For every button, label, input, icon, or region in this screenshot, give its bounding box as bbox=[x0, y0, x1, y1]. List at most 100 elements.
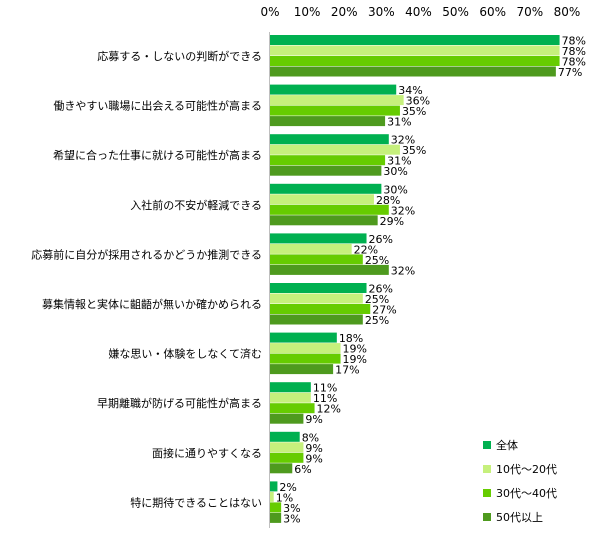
legend-swatch bbox=[483, 441, 491, 449]
bar bbox=[270, 481, 278, 492]
data-label: 17% bbox=[335, 364, 359, 377]
category-label: 早期離職が防げる可能性が高まる bbox=[97, 396, 262, 410]
bar bbox=[270, 452, 304, 463]
bar bbox=[270, 343, 341, 354]
legend-swatch bbox=[483, 513, 491, 521]
bar bbox=[270, 183, 382, 194]
data-label: 32% bbox=[391, 204, 415, 217]
bar bbox=[270, 215, 378, 226]
bar bbox=[270, 413, 304, 424]
x-tick-label: 80% bbox=[554, 5, 581, 19]
x-tick-label: 50% bbox=[442, 5, 469, 19]
bar bbox=[270, 194, 374, 205]
legend-swatch bbox=[483, 489, 491, 497]
data-label: 11% bbox=[313, 392, 337, 405]
bar bbox=[270, 382, 311, 393]
bar bbox=[270, 304, 371, 314]
category-label: 募集情報と実体に齟齬が無いか確かめられる bbox=[42, 297, 262, 311]
bar bbox=[270, 364, 334, 375]
data-label: 77% bbox=[558, 66, 582, 79]
data-label: 19% bbox=[343, 353, 367, 366]
bar bbox=[270, 512, 282, 523]
bar bbox=[270, 95, 404, 106]
bar bbox=[270, 283, 367, 293]
category-label: 希望に合った仕事に就ける可能性が高まる bbox=[53, 148, 262, 162]
data-label: 78% bbox=[562, 45, 586, 58]
data-label: 6% bbox=[294, 463, 311, 476]
data-label: 78% bbox=[562, 56, 586, 69]
data-label: 1% bbox=[276, 491, 293, 504]
data-label: 26% bbox=[369, 233, 393, 246]
bar bbox=[270, 66, 556, 77]
bar bbox=[270, 56, 560, 66]
bar bbox=[270, 45, 560, 56]
data-label: 26% bbox=[369, 283, 393, 296]
bar bbox=[270, 353, 341, 364]
bar bbox=[270, 116, 386, 127]
data-label: 34% bbox=[398, 84, 422, 97]
bar bbox=[270, 144, 400, 155]
legend-swatch bbox=[483, 465, 491, 473]
data-label: 18% bbox=[339, 332, 363, 345]
bar bbox=[270, 502, 282, 513]
bar bbox=[270, 35, 560, 45]
bar bbox=[270, 392, 311, 403]
data-label: 28% bbox=[376, 194, 400, 207]
data-label: 78% bbox=[562, 35, 586, 48]
category-labels: 応募する・しないの判断ができる働きやすい職場に出会える可能性が高まる希望に合った… bbox=[31, 49, 262, 509]
bar bbox=[270, 243, 352, 254]
legend-label: 50代以上 bbox=[496, 511, 543, 524]
x-tick-label: 30% bbox=[368, 5, 395, 19]
data-label: 19% bbox=[343, 343, 367, 356]
data-label: 9% bbox=[305, 442, 322, 455]
data-label: 35% bbox=[402, 144, 426, 157]
bar bbox=[270, 84, 397, 95]
data-label: 3% bbox=[283, 512, 300, 525]
bar bbox=[270, 165, 382, 176]
bar bbox=[270, 155, 386, 166]
x-tick-label: 20% bbox=[331, 5, 358, 19]
data-label: 25% bbox=[365, 314, 389, 327]
data-label: 9% bbox=[305, 413, 322, 426]
category-label: 応募前に自分が採用されるかどうか推測できる bbox=[31, 247, 262, 261]
x-tick-label: 0% bbox=[260, 5, 279, 19]
legend-label: 10代～20代 bbox=[496, 463, 557, 476]
data-label: 35% bbox=[402, 105, 426, 118]
data-label: 12% bbox=[317, 403, 341, 416]
data-label: 31% bbox=[387, 155, 411, 168]
bar bbox=[270, 463, 293, 474]
category-label: 嫌な思い・体験をしなくて済む bbox=[108, 347, 262, 361]
bar bbox=[270, 293, 363, 304]
data-label: 32% bbox=[391, 264, 415, 277]
bar bbox=[270, 332, 337, 343]
bar bbox=[270, 403, 315, 414]
bar bbox=[270, 264, 389, 275]
data-label: 30% bbox=[383, 183, 407, 196]
data-label: 2% bbox=[279, 481, 296, 494]
x-tick-label: 60% bbox=[479, 5, 506, 19]
legend: 全体 10代～20代 30代～40代 50代以上 bbox=[483, 438, 557, 524]
data-label: 31% bbox=[387, 116, 411, 129]
data-label: 11% bbox=[313, 382, 337, 395]
bar bbox=[270, 204, 389, 215]
category-label: 応募する・しないの判断ができる bbox=[97, 49, 262, 63]
bar bbox=[270, 233, 367, 244]
x-tick-label: 10% bbox=[294, 5, 321, 19]
data-label: 22% bbox=[354, 243, 378, 256]
x-tick-label: 70% bbox=[517, 5, 544, 19]
bar bbox=[270, 442, 304, 453]
bar bbox=[270, 491, 274, 502]
category-label: 働きやすい職場に出会える可能性が高まる bbox=[53, 99, 262, 113]
data-label: 32% bbox=[391, 134, 415, 147]
bars: 78%78%78%77%34%36%35%31%32%35%31%30%30%2… bbox=[270, 35, 586, 525]
data-label: 36% bbox=[406, 95, 430, 108]
data-label: 27% bbox=[372, 304, 396, 317]
legend-label: 全体 bbox=[496, 438, 518, 452]
data-label: 29% bbox=[380, 215, 404, 228]
bar bbox=[270, 314, 363, 325]
data-label: 25% bbox=[365, 293, 389, 306]
data-label: 8% bbox=[302, 431, 319, 444]
x-axis-ticks: 0% 10% 20% 30% 40% 50% 60% 70% 80% bbox=[260, 5, 580, 19]
legend-label: 30代～40代 bbox=[496, 487, 557, 500]
